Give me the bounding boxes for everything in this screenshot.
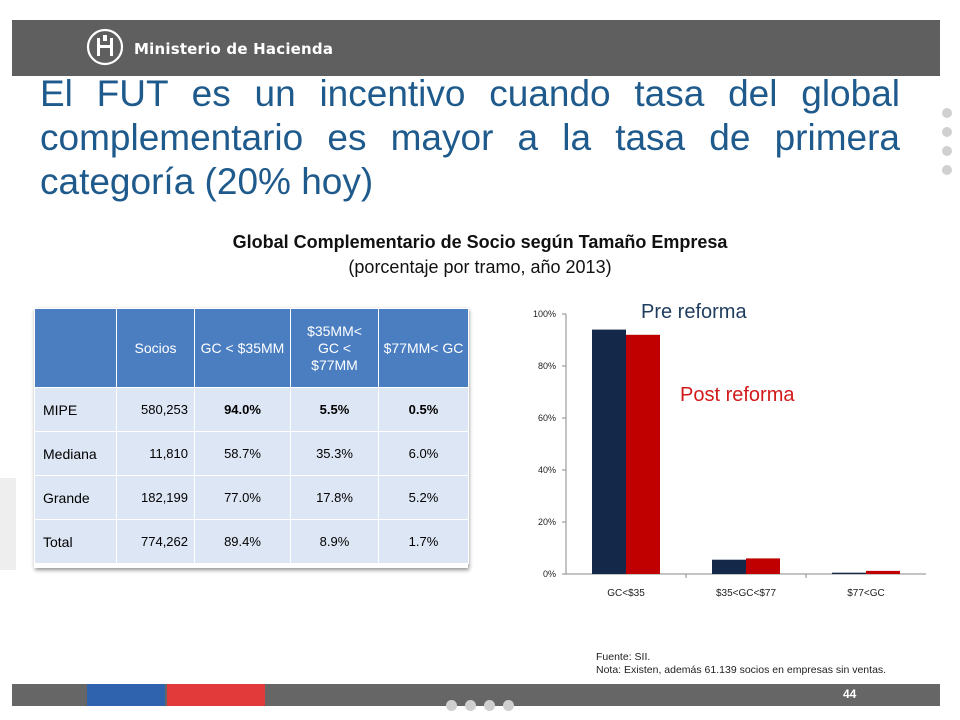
page-number: 44 [843, 687, 857, 701]
bar [712, 559, 746, 574]
table-header-cell: GC < $35MM [194, 308, 291, 388]
footer-dots [446, 698, 522, 716]
table-row: MIPE 580,253 94.0% 5.5% 0.5% [34, 387, 469, 432]
bar-chart-svg: 0% 20% 40% 60% 80% 100% GC<$35 $35<GC<$77 $77<GC [533, 309, 926, 599]
y-tick-label: 60% [538, 413, 556, 423]
bar-chart: 0% 20% 40% 60% 80% 100% GC<$35 $35<GC<$77 $77<GC [510, 300, 930, 610]
table-cell: 8.9% [290, 519, 379, 564]
source-notes: Fuente: SII. Nota: Existen, además 61.13… [596, 651, 886, 677]
table-cell: 0.5% [378, 387, 469, 432]
table-cell: 58.7% [194, 431, 291, 476]
table-row: Grande 182,199 77.0% 17.8% 5.2% [34, 475, 469, 520]
table-cell: 6.0% [378, 431, 469, 476]
legend-post-reforma: Post reforma [680, 384, 795, 406]
decorative-side-tab [0, 478, 16, 570]
table-header-cell [34, 308, 117, 388]
footer-red-stripe [167, 684, 265, 706]
bar [832, 572, 866, 574]
table-header-cell: $35MM< GC < $77MM [290, 308, 379, 388]
header-bar [12, 20, 940, 76]
x-tick-label: $35<GC<$77 [716, 588, 776, 599]
table-cell: 11,810 [116, 431, 195, 476]
data-table: Socios GC < $35MM $35MM< GC < $77MM $77M… [34, 308, 469, 568]
ministry-name: Ministerio de Hacienda [134, 40, 334, 58]
table-cell: 35.3% [290, 431, 379, 476]
table-cell: 1.7% [378, 519, 469, 564]
row-label: Grande [34, 475, 117, 520]
x-tick-label: $77<GC [847, 588, 885, 599]
table-cell: 5.2% [378, 475, 469, 520]
row-label: Total [34, 519, 117, 564]
y-tick-label: 80% [538, 361, 556, 371]
y-tick-label: 0% [543, 569, 556, 579]
table-cell: 77.0% [194, 475, 291, 520]
bar [592, 329, 626, 574]
bar [626, 334, 660, 574]
y-tick-label: 100% [533, 309, 556, 319]
ministry-logo-icon [86, 28, 124, 66]
table-row: Mediana 11,810 58.7% 35.3% 6.0% [34, 431, 469, 476]
table-row: Total 774,262 89.4% 8.9% 1.7% [34, 519, 469, 564]
table-header-cell: $77MM< GC [378, 308, 469, 388]
table-cell: 17.8% [290, 475, 379, 520]
y-tick-label: 20% [538, 517, 556, 527]
slide-title: El FUT es un incentivo cuando tasa del g… [40, 73, 900, 202]
row-label: MIPE [34, 387, 117, 432]
table-cell: 89.4% [194, 519, 291, 564]
table-cell: 580,253 [116, 387, 195, 432]
decorative-dots [942, 108, 952, 184]
bar [866, 570, 900, 574]
note-text: Nota: Existen, además 61.139 socios en e… [596, 664, 887, 676]
row-label: Mediana [34, 431, 117, 476]
table-cell: 774,262 [116, 519, 195, 564]
source-text: Fuente: SII. [596, 651, 651, 663]
chart-subtitle: (porcentaje por tramo, año 2013) [348, 257, 612, 277]
chart-title: Global Complementario de Socio según Tam… [232, 232, 728, 252]
bar [746, 558, 780, 574]
x-tick-label: GC<$35 [607, 588, 645, 599]
y-tick-label: 40% [538, 465, 556, 475]
table-header-cell: Socios [116, 308, 195, 388]
table-cell: 182,199 [116, 475, 195, 520]
legend-pre-reforma: Pre reforma [641, 301, 747, 323]
footer-blue-stripe [87, 684, 165, 706]
table-header-row: Socios GC < $35MM $35MM< GC < $77MM $77M… [34, 308, 469, 388]
table-cell: 94.0% [194, 387, 291, 432]
table-cell: 5.5% [290, 387, 379, 432]
